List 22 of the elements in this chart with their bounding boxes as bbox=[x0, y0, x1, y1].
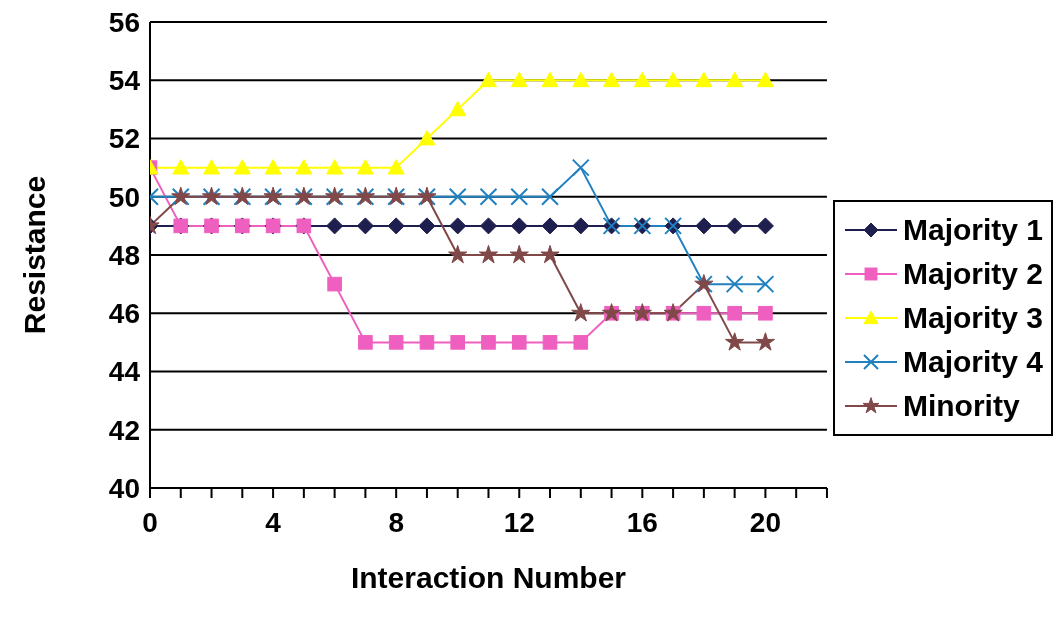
legend-label: Minority bbox=[902, 389, 1020, 423]
legend-label: Majority 2 bbox=[902, 257, 1043, 291]
y-tick-label: 56 bbox=[108, 6, 140, 38]
legend-label: Majority 3 bbox=[902, 301, 1043, 335]
y-tick-label: 44 bbox=[108, 356, 141, 388]
x-axis-title: Interaction Number bbox=[350, 561, 627, 594]
x-tick-label: 4 bbox=[265, 506, 282, 538]
x-tick-label: 12 bbox=[503, 506, 535, 538]
x-tick-label: 20 bbox=[749, 506, 781, 538]
x-tick-label: 16 bbox=[626, 506, 658, 538]
x-tick-label: 0 bbox=[142, 506, 158, 538]
y-tick-label: 54 bbox=[108, 65, 141, 97]
y-tick-label: 52 bbox=[108, 123, 140, 155]
y-tick-label: 46 bbox=[108, 298, 140, 330]
y-tick-label: 50 bbox=[108, 181, 140, 213]
legend-label: Majority 1 bbox=[902, 213, 1043, 247]
y-tick-label: 48 bbox=[108, 239, 140, 271]
legend-label: Majority 4 bbox=[902, 345, 1043, 379]
y-tick-label: 40 bbox=[108, 472, 140, 504]
y-tick-label: 42 bbox=[108, 414, 140, 446]
x-tick-label: 8 bbox=[388, 506, 404, 538]
y-axis-title: Resistance bbox=[17, 175, 51, 335]
